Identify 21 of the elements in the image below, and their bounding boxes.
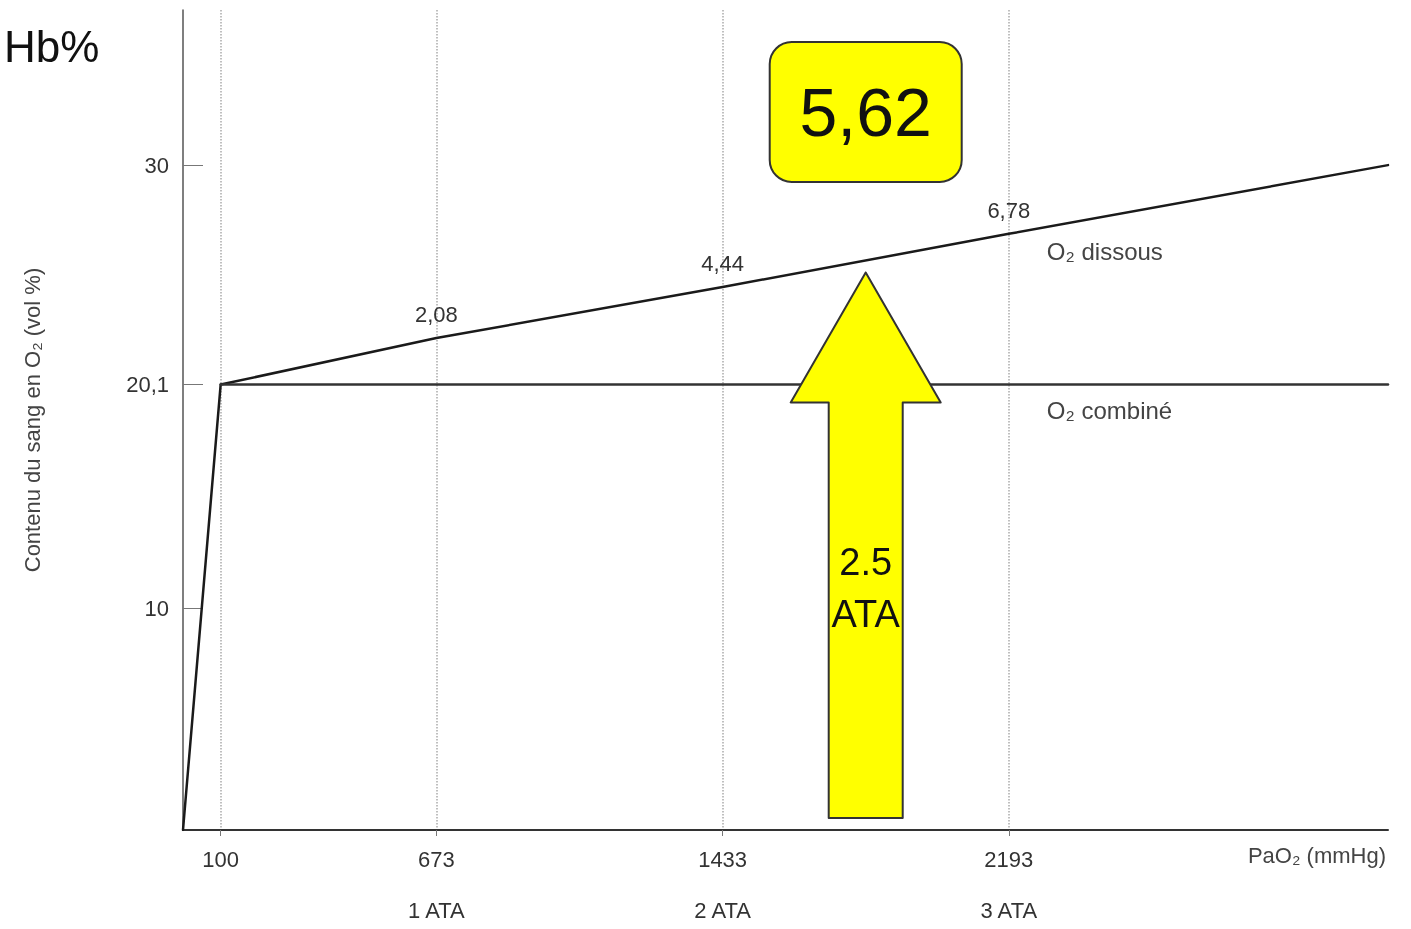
x-tick-label: 100	[202, 846, 240, 872]
y-tick-label: 10	[144, 595, 169, 621]
annotation: 4,44	[701, 251, 745, 277]
x-axis-title: PaO₂ (mmHg)	[1247, 842, 1386, 868]
annotation: 5,62	[799, 74, 932, 150]
text: 2 ATA	[694, 898, 752, 923]
annotation: 2,08	[415, 302, 458, 327]
x-tick-label: 673	[418, 846, 455, 872]
y-tick-label: 30	[144, 152, 169, 178]
text: Hb%	[4, 22, 100, 71]
line-series	[181, 163, 1390, 832]
y-tick-label: 20,1	[126, 372, 169, 398]
x-tick-label: 2193	[984, 846, 1034, 872]
annotation: 6,78	[987, 197, 1031, 223]
series-label: O₂ dissous	[1046, 237, 1163, 265]
text: 1 ATA	[408, 898, 466, 923]
y-axis-title: Contenu du sang en O₂ (vol %)	[19, 267, 45, 573]
text: 3 ATA	[980, 898, 1038, 923]
annotation: 2.5 ATA	[831, 541, 901, 635]
x-tick-label: 1433	[698, 846, 748, 872]
series-label: O₂ combiné	[1046, 396, 1173, 424]
